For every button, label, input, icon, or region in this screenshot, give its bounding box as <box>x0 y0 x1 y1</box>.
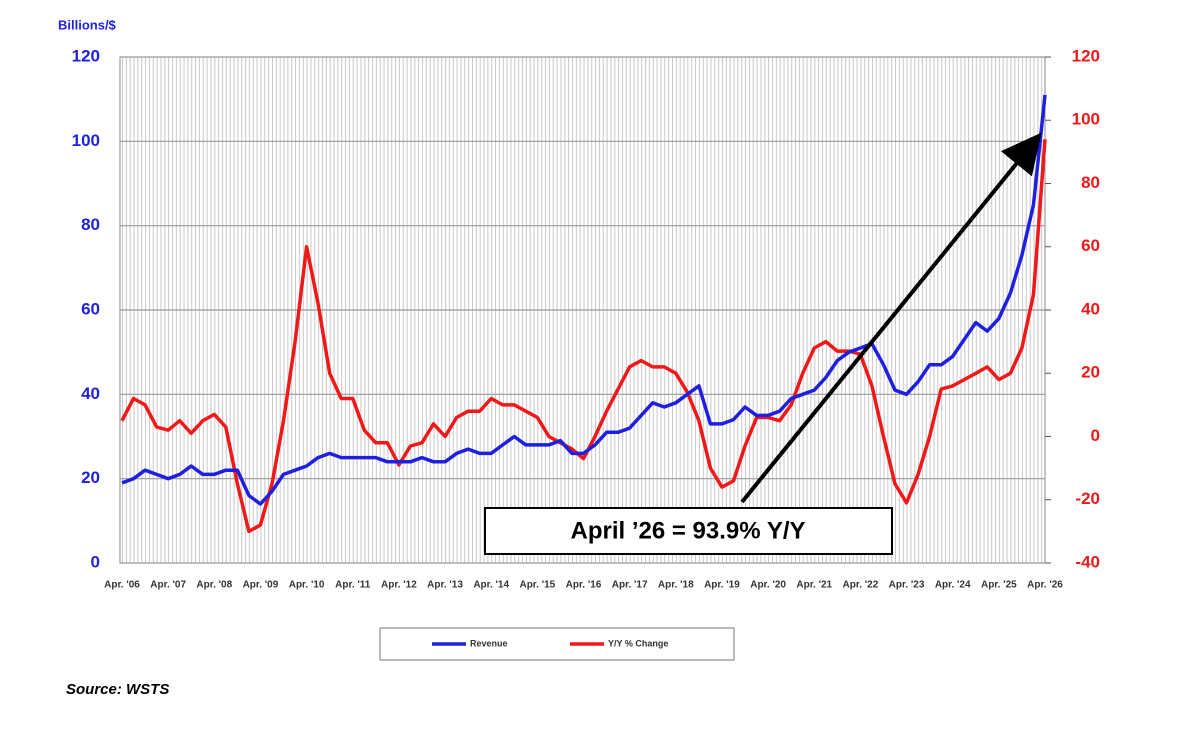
x-tick-label: Apr. '14 <box>473 580 509 591</box>
x-tick-label: Apr. '17 <box>612 580 648 591</box>
y-tick-label: 120 <box>72 46 100 65</box>
y2-tick-label: 60 <box>1081 236 1100 255</box>
x-tick-label: Apr. '10 <box>289 580 325 591</box>
x-tick-label: Apr. '11 <box>335 580 371 591</box>
x-tick-label: Apr. '09 <box>243 580 279 591</box>
x-tick-label: Apr. '06 <box>104 580 140 591</box>
y-tick-label: 80 <box>81 215 100 234</box>
x-tick-label: Apr. '07 <box>150 580 186 591</box>
annotation: April ’26 = 93.9% Y/Y <box>570 517 805 544</box>
x-tick-label: Apr. '18 <box>658 580 694 591</box>
series-line <box>121 94 1047 506</box>
y2-tick-label: 40 <box>1081 299 1100 318</box>
x-tick-label: Apr. '22 <box>843 580 879 591</box>
plot-layer: 0 20 40 60 80 100 120 -40 -20 0 20 40 60 80 100 120 Apr.… <box>72 46 1100 590</box>
y2-tick-label: 100 <box>1072 110 1100 129</box>
x-tick-label: Apr. '16 <box>566 580 602 591</box>
source-note: Source: WSTS <box>66 681 169 698</box>
x-tick-label: Apr. '13 <box>427 580 463 591</box>
y-tick-label: 100 <box>72 131 100 150</box>
annotation-box <box>484 507 893 555</box>
y2-tick-label: -40 <box>1075 552 1100 571</box>
y2-tick-label: 80 <box>1081 173 1100 192</box>
x-tick-label: Apr. '19 <box>704 580 740 591</box>
series-line <box>120 139 1047 534</box>
y2-tick-label: -20 <box>1075 489 1100 508</box>
annotation-arrow <box>740 132 1042 504</box>
legend-label: Revenue <box>470 638 508 648</box>
y-tick-label: 20 <box>81 468 100 487</box>
y2-tick-label: 120 <box>1072 46 1100 65</box>
x-tick-label: Apr. '26 <box>1027 580 1063 591</box>
x-tick-label: Apr. '25 <box>981 580 1017 591</box>
y2-tick-label: 20 <box>1081 363 1100 382</box>
y-tick-label: 60 <box>81 299 100 318</box>
x-tick-label: Apr. '12 <box>381 580 417 591</box>
x-tick-label: Apr. '08 <box>196 580 232 591</box>
y2-tick-label: 0 <box>1091 426 1100 445</box>
x-tick-label: Apr. '24 <box>935 580 971 591</box>
y-tick-label: 40 <box>81 384 100 403</box>
x-tick-label: Apr. '21 <box>796 580 832 591</box>
x-tick-label: Apr. '15 <box>519 580 555 591</box>
y-axis-label: Billions/$ <box>58 17 117 32</box>
legend-label: Y/Y % Change <box>608 638 668 648</box>
x-tick-label: Apr. '20 <box>750 580 786 591</box>
y-tick-label: 0 <box>91 552 100 571</box>
x-tick-label: Apr. '23 <box>889 580 925 591</box>
